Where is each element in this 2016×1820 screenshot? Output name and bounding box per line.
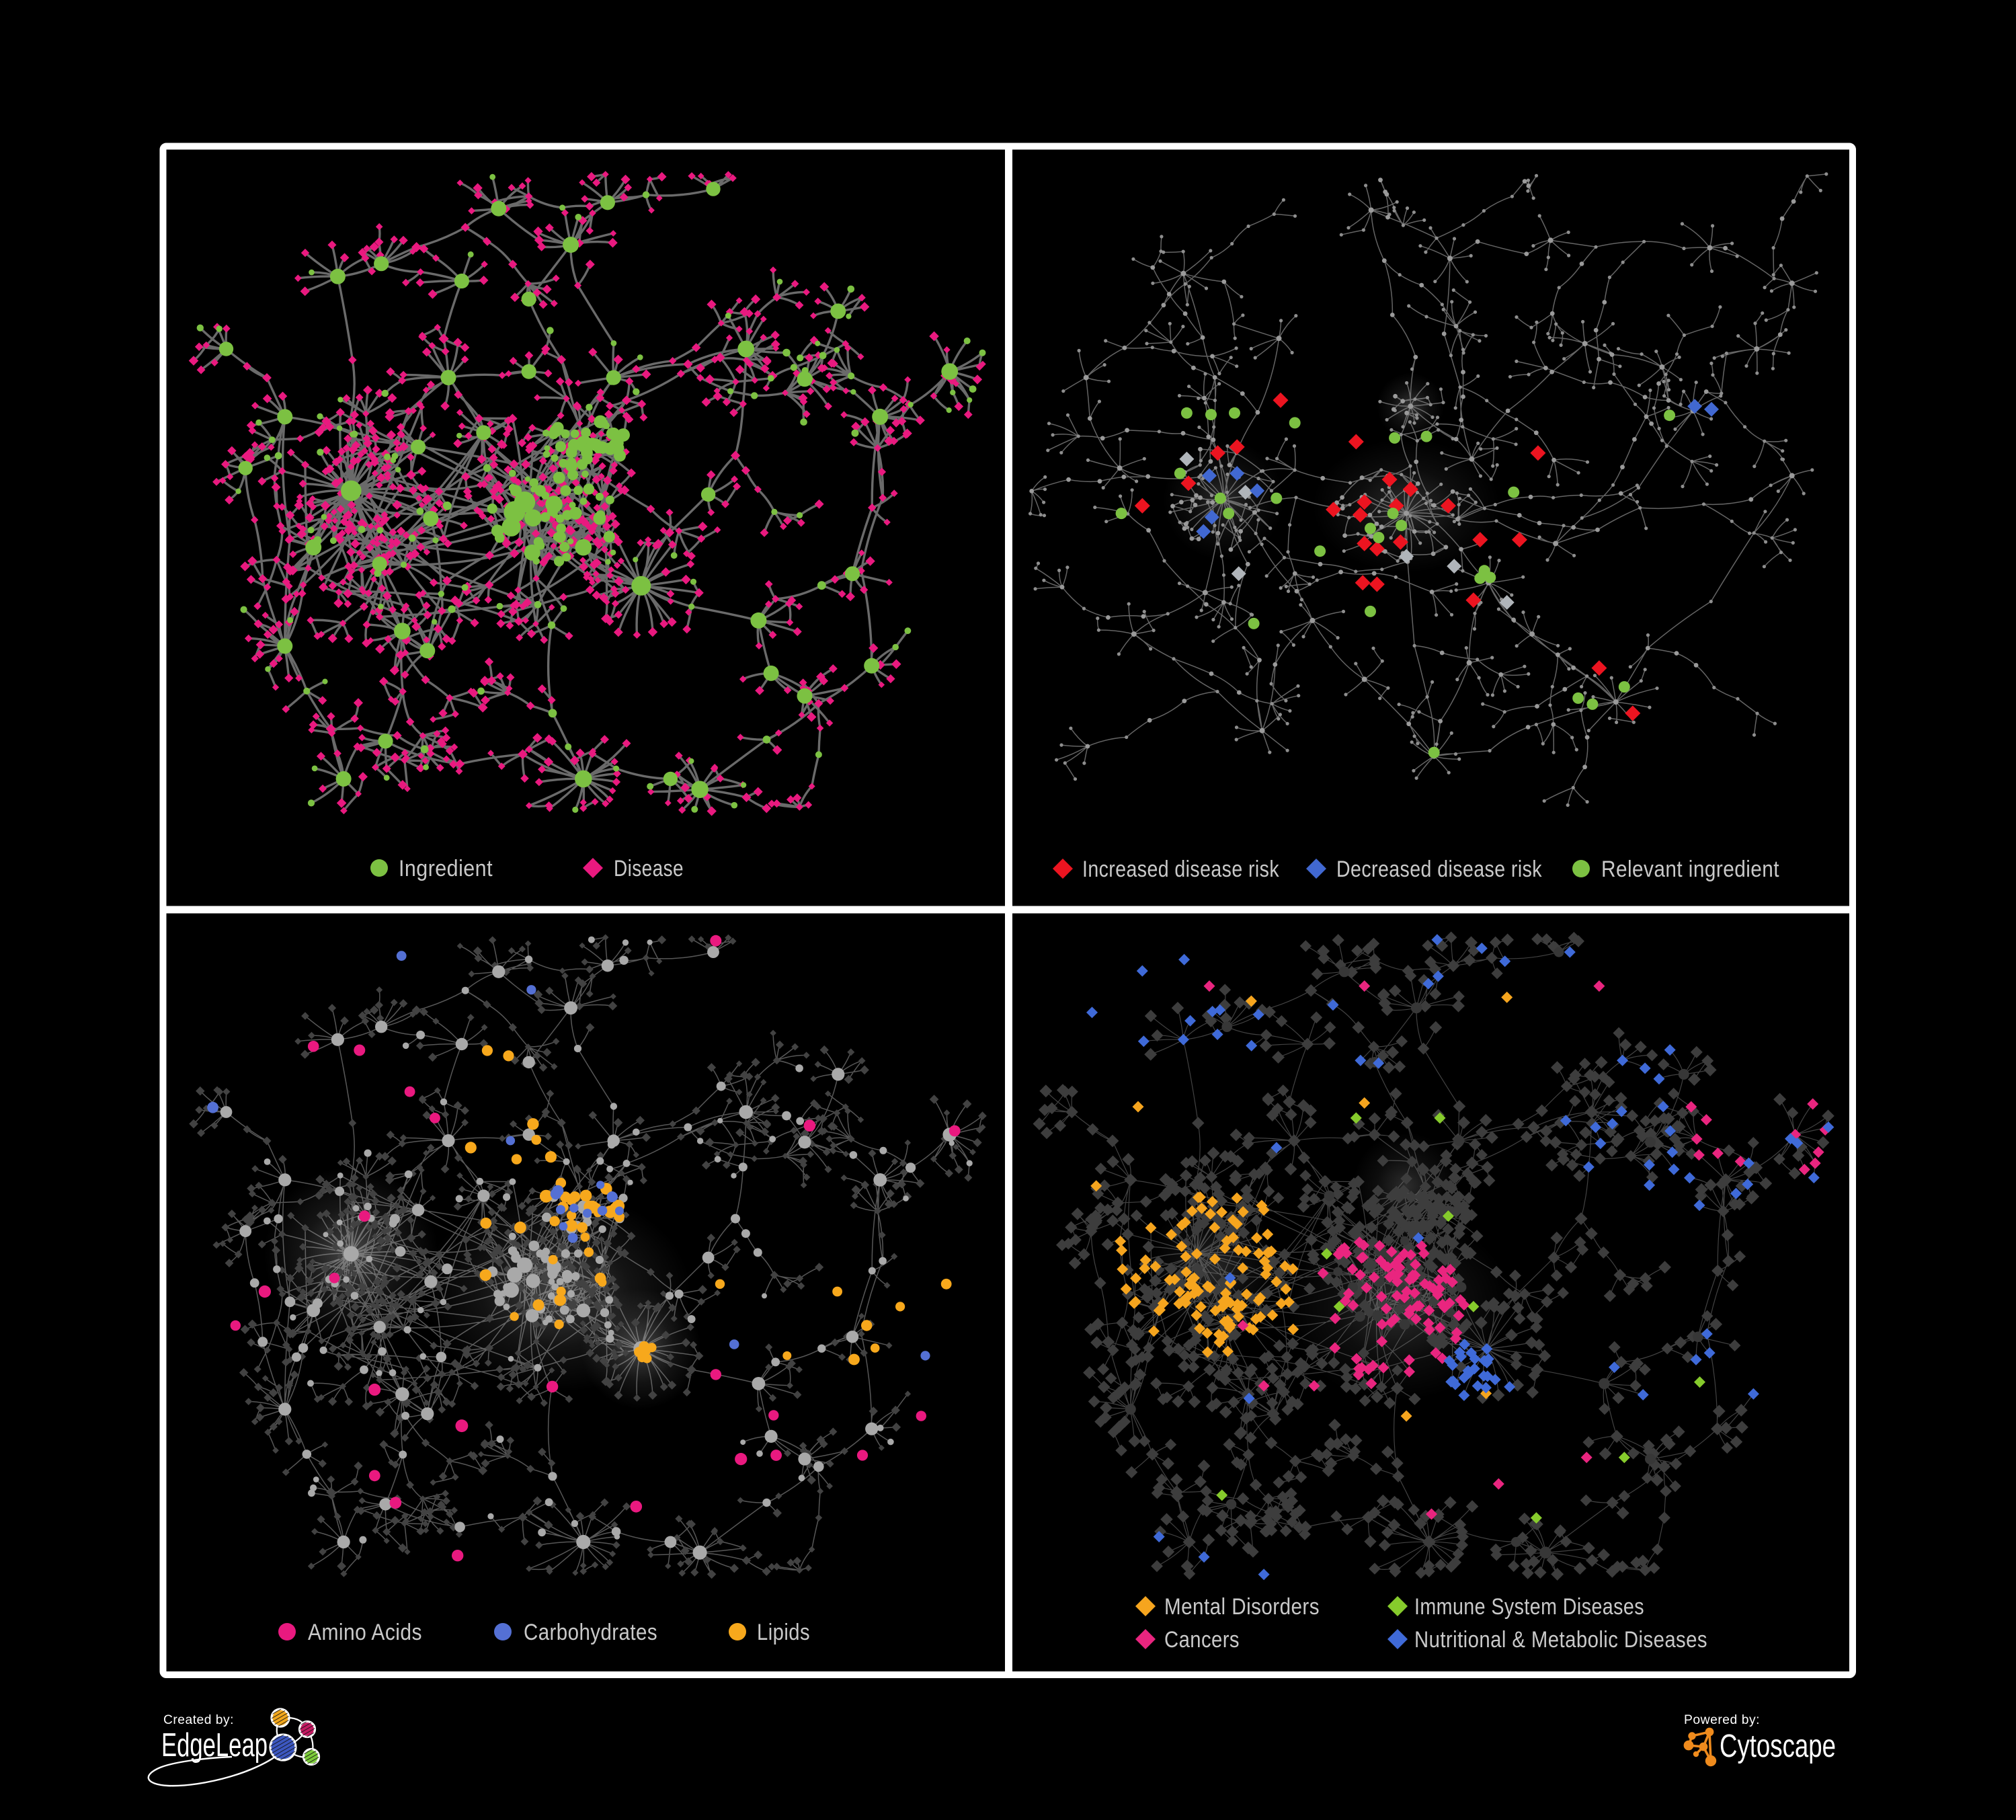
svg-text:Ingredient: Ingredient bbox=[399, 856, 493, 881]
svg-text:Cytoscape: Cytoscape bbox=[1720, 1729, 1836, 1764]
svg-text:Created by:: Created by: bbox=[163, 1713, 234, 1727]
svg-text:EdgeLeap: EdgeLeap bbox=[161, 1727, 268, 1764]
svg-text:Amino Acids: Amino Acids bbox=[308, 1620, 422, 1645]
svg-text:Powered by:: Powered by: bbox=[1684, 1713, 1760, 1727]
svg-text:Mental Disorders: Mental Disorders bbox=[1164, 1594, 1320, 1620]
svg-text:Disease: Disease bbox=[614, 856, 684, 881]
svg-text:Increased disease risk: Increased disease risk bbox=[1082, 857, 1279, 882]
svg-text:Cancers: Cancers bbox=[1164, 1627, 1240, 1653]
svg-text:Immune System Diseases: Immune System Diseases bbox=[1414, 1594, 1644, 1620]
svg-text:Decreased disease risk: Decreased disease risk bbox=[1336, 857, 1542, 882]
svg-text:Nutritional & Metabolic Diseas: Nutritional & Metabolic Diseases bbox=[1414, 1627, 1707, 1653]
svg-text:Carbohydrates: Carbohydrates bbox=[524, 1620, 657, 1645]
svg-text:Relevant ingredient: Relevant ingredient bbox=[1601, 857, 1779, 882]
svg-text:Lipids: Lipids bbox=[757, 1620, 810, 1645]
